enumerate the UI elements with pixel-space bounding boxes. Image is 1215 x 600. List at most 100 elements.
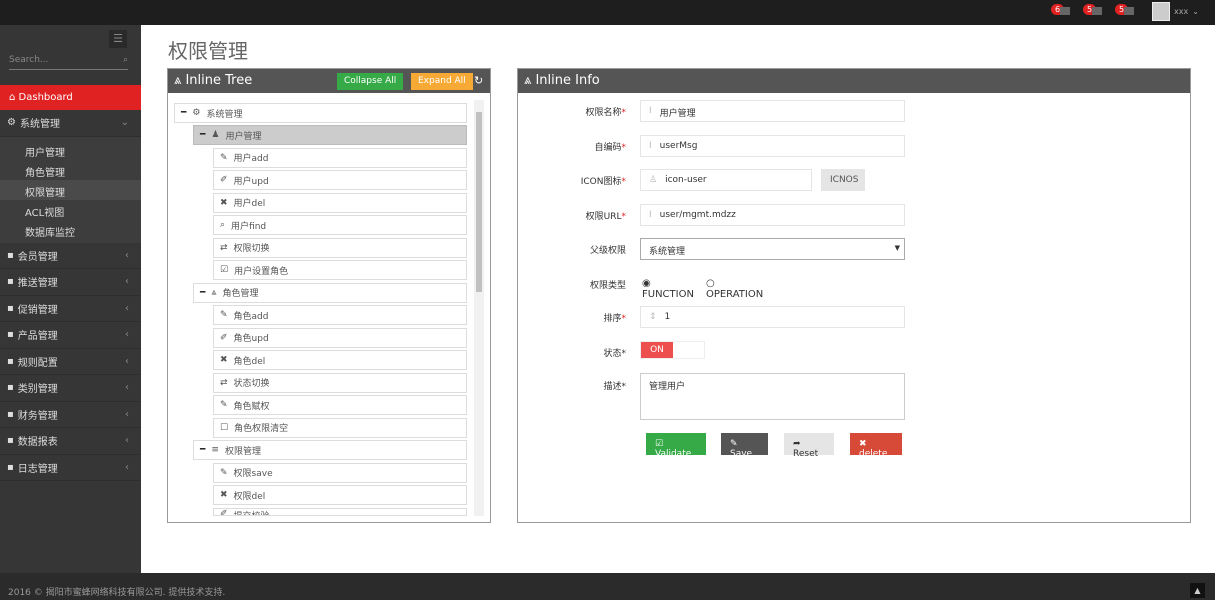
chevron-down-icon: ⌄ — [1192, 7, 1199, 16]
tree-node[interactable]: ✖ 权限del — [213, 485, 467, 505]
tree-node[interactable]: ☑ 用户设置角色 — [213, 260, 467, 280]
list-icon: ≡ — [211, 445, 219, 455]
bar-chart-icon: ▪ — [7, 435, 14, 447]
save-button[interactable]: ✎ Save — [721, 433, 768, 459]
collapse-all-button[interactable]: Collapse All — [337, 73, 404, 90]
tree-scrollbar[interactable] — [474, 100, 484, 516]
pencil-icon: ✎ — [220, 400, 228, 410]
bell-icon — [1060, 7, 1070, 15]
collapse-icon[interactable]: ━ — [200, 287, 206, 298]
radio-function[interactable]: ◉ FUNCTION — [642, 278, 694, 300]
search-icon: ⌕ — [220, 220, 226, 230]
tree-node[interactable]: ☐ 角色权限清空 — [213, 417, 467, 438]
desc-textarea[interactable]: 管理用户 — [640, 373, 905, 420]
tree-node[interactable]: ✐ 用户upd — [213, 170, 467, 190]
sidebar-item[interactable]: ▪ 财务管理 ‹ — [0, 402, 141, 428]
page-title: 权限管理 — [168, 39, 248, 63]
tree-node[interactable]: ✐ 角色upd — [213, 327, 467, 348]
sidebar-subitem[interactable]: ACL视图 — [25, 207, 65, 219]
chevron-left-icon: ‹ — [125, 382, 129, 394]
sidebar-item-dashboard[interactable]: ⌂ Dashboard — [0, 85, 141, 110]
icon-label: ICON图标 — [580, 177, 622, 187]
sidebar-subitem[interactable]: 用户管理 — [25, 147, 65, 159]
collapse-icon[interactable]: ━ — [200, 130, 206, 140]
required-mark: * — [621, 314, 627, 324]
status-toggle[interactable]: ON — [640, 341, 705, 359]
sidebar-subitem[interactable]: 数据库监控 — [25, 227, 75, 239]
radio-operation[interactable]: ○ OPERATION — [705, 278, 764, 300]
tree-node[interactable]: ⇄ 权限切换 — [213, 237, 467, 258]
order-field[interactable]: ⇕ 1 — [640, 306, 905, 328]
chevron-left-icon: ‹ — [125, 408, 129, 420]
reset-button[interactable]: ➦ Reset — [784, 433, 834, 459]
collapse-icon[interactable]: ━ — [181, 108, 187, 118]
times-icon: ✖ — [220, 355, 228, 365]
scroll-top-icon[interactable]: ▲ — [1190, 583, 1205, 598]
expand-all-button[interactable]: Expand All — [411, 73, 473, 90]
send-icon: ▪ — [7, 276, 14, 288]
tree-node[interactable]: ✖ 用户del — [213, 192, 467, 213]
parent-select[interactable]: 系统管理 ▼ — [640, 238, 905, 260]
inbox-badge[interactable]: 5 — [1083, 4, 1105, 18]
parent-label: 父级权限 — [589, 246, 626, 256]
name-field[interactable]: I 用户管理 — [640, 100, 905, 122]
user-icon: ♟ — [211, 130, 220, 140]
sidebar-item[interactable]: ▪ 规则配置 ‹ — [0, 349, 141, 375]
order-label: 排序 — [603, 314, 622, 324]
status-label: 状态* — [603, 349, 626, 359]
sidebar-toggle-icon[interactable]: ☰ — [109, 30, 127, 48]
tree-node[interactable]: ⇄ 状态切换 — [213, 372, 467, 393]
search-icon[interactable]: ⌕ — [122, 55, 128, 65]
panel-title: Inline Tree — [185, 73, 253, 88]
tree-node[interactable]: ✎ 角色赋权 — [213, 395, 467, 415]
tree-node[interactable]: ✎ 角色add — [213, 305, 467, 325]
tree-node[interactable]: ━ ≡ 权限管理 — [193, 440, 467, 460]
icon-field[interactable]: ♙ icon-user — [640, 169, 812, 191]
required-mark: * — [621, 143, 627, 153]
tree-node[interactable]: ━ ⩓ 角色管理 — [193, 282, 467, 303]
tasks-badge[interactable]: 5 — [1115, 4, 1137, 18]
sidebar-item[interactable]: ▪ 推送管理 ‹ — [0, 269, 141, 296]
collapse-icon[interactable]: ━ — [200, 445, 206, 455]
refresh-icon[interactable]: ↻ — [474, 74, 484, 87]
avatar — [1152, 2, 1170, 21]
text-cursor-icon: I — [649, 141, 652, 151]
sidebar-item-system[interactable]: ⚙ 系统管理 ⌄ — [0, 110, 141, 137]
search-input[interactable]: Search... ⌕ — [9, 55, 128, 70]
tasks-icon — [1124, 7, 1134, 15]
sidebar-item[interactable]: ▪ 会员管理 ‹ — [0, 243, 141, 269]
tree-node[interactable]: ✐提交校验 — [213, 507, 467, 516]
tree-node[interactable]: ⌕ 用户find — [213, 215, 467, 235]
check-square-icon: ☑ — [220, 265, 229, 275]
sidebar-item[interactable]: ▪ 类别管理 ‹ — [0, 375, 141, 402]
edit-icon: ✐ — [220, 508, 228, 516]
sidebar-item[interactable]: ▪ 数据报表 ‹ — [0, 428, 141, 455]
times-icon: ✖ — [859, 439, 867, 449]
tag-icon: ▪ — [7, 302, 14, 314]
sidebar-item[interactable]: ▪ 促销管理 ‹ — [0, 296, 141, 322]
sidebar-item[interactable]: ▪ 产品管理 ‹ — [0, 322, 141, 349]
tree-node[interactable]: ━ ♟ 用户管理 — [193, 125, 467, 145]
share-icon: ➦ — [793, 439, 801, 449]
notification-badge[interactable]: 6 — [1051, 4, 1073, 18]
validate-button[interactable]: ☑ Validate — [646, 433, 706, 459]
chevron-left-icon: ‹ — [125, 461, 129, 473]
tree-node-root[interactable]: ━ ⚙ 系统管理 — [174, 103, 467, 123]
check-icon: ☑ — [655, 439, 664, 449]
tree-node[interactable]: ✎ 权限save — [213, 462, 467, 483]
icnos-button[interactable]: ICNOS — [821, 169, 865, 191]
tree-node[interactable]: ✖ 角色del — [213, 350, 467, 370]
retweet-icon: ⇄ — [220, 377, 228, 388]
user-icon: ♙ — [649, 175, 658, 185]
delete-button[interactable]: ✖ delete — [850, 433, 902, 459]
sidebar-item[interactable]: ▪ 日志管理 ‹ — [0, 455, 141, 481]
text-cursor-icon: I — [649, 106, 652, 116]
type-radio-group: ◉ FUNCTION ○ OPERATION — [642, 278, 763, 300]
sidebar-subitem-active[interactable]: 权限管理 — [0, 179, 141, 200]
user-menu[interactable]: xxx ⌄ — [1152, 2, 1199, 21]
tree-node[interactable]: ✎ 用户add — [213, 147, 467, 168]
sidebar-subitem[interactable]: 角色管理 — [25, 167, 65, 179]
log-icon: ▪ — [7, 461, 14, 473]
